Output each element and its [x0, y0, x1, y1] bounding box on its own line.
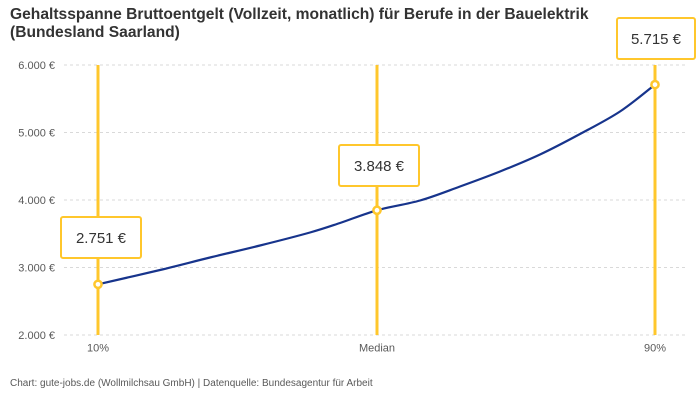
svg-text:3.000 €: 3.000 €	[18, 263, 55, 275]
svg-text:90%: 90%	[644, 343, 666, 355]
svg-text:5.715 €: 5.715 €	[631, 31, 682, 48]
svg-text:5.000 €: 5.000 €	[18, 128, 55, 140]
svg-text:6.000 €: 6.000 €	[18, 60, 55, 72]
svg-text:2.000 €: 2.000 €	[18, 330, 55, 342]
svg-text:10%: 10%	[87, 343, 109, 355]
svg-text:3.848 €: 3.848 €	[354, 158, 405, 175]
svg-text:4.000 €: 4.000 €	[18, 195, 55, 207]
svg-text:Median: Median	[359, 343, 395, 355]
svg-text:2.751 €: 2.751 €	[76, 230, 127, 247]
